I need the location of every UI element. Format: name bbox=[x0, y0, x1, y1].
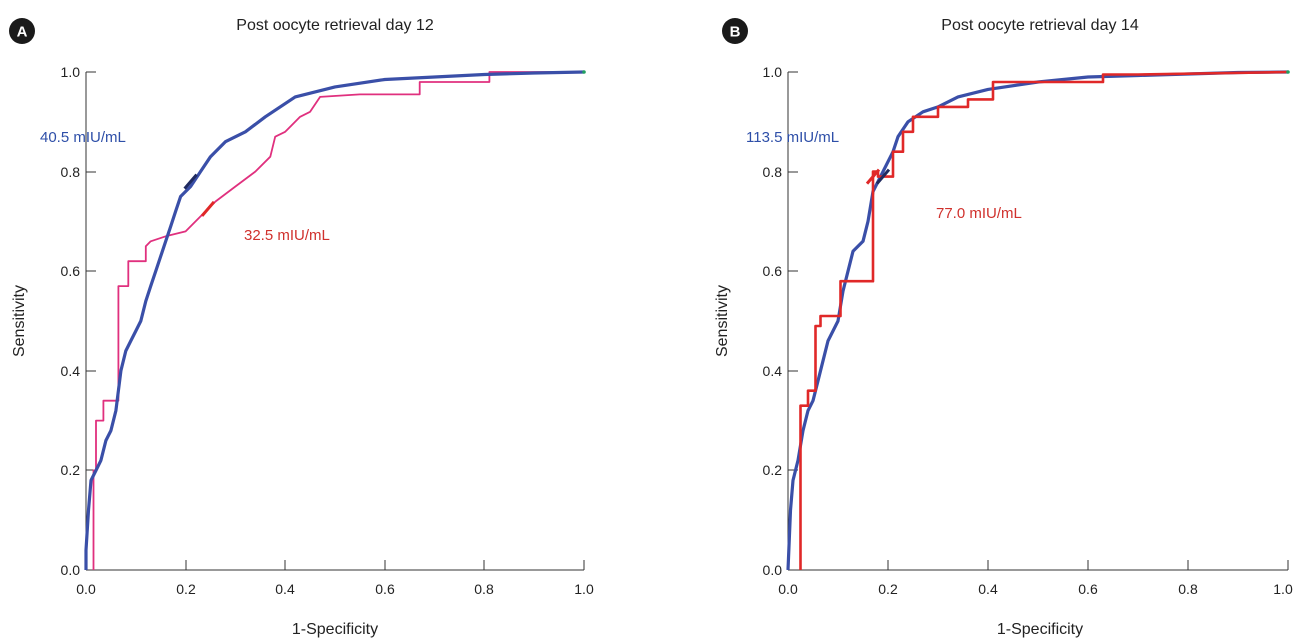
cutoff-marker-red-a bbox=[200, 200, 216, 217]
x-tick-label: 0.8 bbox=[1178, 581, 1198, 597]
y-tick-label: 0.4 bbox=[763, 363, 783, 379]
x-tick-label: 0.8 bbox=[474, 581, 494, 597]
x-tick-label: 0.4 bbox=[275, 581, 295, 597]
panel-label-b: B bbox=[730, 24, 741, 41]
x-tick-label: 0.6 bbox=[375, 581, 395, 597]
panel-b: B Post oocyte retrieval day 14 0.0 0.2 0… bbox=[714, 17, 1293, 638]
y-tick-label: 0.6 bbox=[61, 263, 81, 279]
x-tick-label: 0.2 bbox=[878, 581, 898, 597]
cutoff-marker-blue-b bbox=[875, 168, 891, 185]
plot-area-a bbox=[84, 70, 586, 570]
cutoff-label-blue-b: 113.5 mIU/mL bbox=[746, 129, 839, 146]
y-tick-label: 0.8 bbox=[61, 164, 81, 180]
y-tick-label: 0.0 bbox=[61, 562, 81, 578]
cutoff-marker-blue-a bbox=[183, 173, 198, 190]
y-tick-label: 0.2 bbox=[61, 462, 81, 478]
cutoff-label-blue-a: 40.5 mIU/mL bbox=[40, 129, 126, 146]
cutoff-label-red-a: 32.5 mIU/mL bbox=[244, 227, 330, 244]
x-tick-label: 1.0 bbox=[574, 581, 594, 597]
y-tick-label: 1.0 bbox=[61, 64, 81, 80]
x-tick-label: 0.0 bbox=[76, 581, 96, 597]
roc-curve-blue-a bbox=[84, 70, 585, 570]
x-tick-label: 0.2 bbox=[176, 581, 196, 597]
roc-curve-blue-b bbox=[786, 70, 1289, 571]
x-ticks-b bbox=[787, 560, 1289, 570]
y-tick-label: 0.4 bbox=[61, 363, 81, 379]
y-tick-label: 1.0 bbox=[763, 64, 783, 80]
x-ticks-a bbox=[85, 560, 585, 570]
end-point-marker-b bbox=[1286, 70, 1290, 74]
y-tick-label: 0.8 bbox=[763, 164, 783, 180]
end-point-marker-a bbox=[582, 70, 586, 74]
panel-label-a: A bbox=[17, 24, 28, 41]
y-tick-label: 0.2 bbox=[763, 462, 783, 478]
x-tick-label: 1.0 bbox=[1273, 581, 1293, 597]
panel-label-badge-b bbox=[722, 18, 748, 44]
chart-title-a: Post oocyte retrieval day 12 bbox=[236, 17, 434, 34]
x-axis-label-a: 1-Specificity bbox=[292, 621, 378, 638]
x-tick-label: 0.6 bbox=[1078, 581, 1098, 597]
x-tick-label: 0.4 bbox=[978, 581, 998, 597]
y-ticks-b bbox=[788, 71, 798, 571]
plot-area-b bbox=[786, 70, 1290, 571]
y-axis-label-a: Sensitivity bbox=[11, 285, 28, 357]
roc-curve-red-a bbox=[92, 71, 584, 570]
chart-title-b: Post oocyte retrieval day 14 bbox=[941, 17, 1139, 34]
y-axis-label-b: Sensitivity bbox=[714, 285, 731, 357]
panel-label-badge-a bbox=[9, 18, 35, 44]
x-axis-label-b: 1-Specificity bbox=[997, 621, 1083, 638]
x-tick-label: 0.0 bbox=[778, 581, 798, 597]
y-tick-label: 0.6 bbox=[763, 263, 783, 279]
panel-a: A Post oocyte retrieval day 12 0.0 0.2 0… bbox=[9, 17, 594, 638]
cutoff-marker-red-b bbox=[865, 168, 881, 185]
roc-curve-red-b bbox=[799, 70, 1289, 570]
cutoff-label-red-b: 77.0 mIU/mL bbox=[936, 205, 1022, 222]
y-tick-label: 0.0 bbox=[763, 562, 783, 578]
